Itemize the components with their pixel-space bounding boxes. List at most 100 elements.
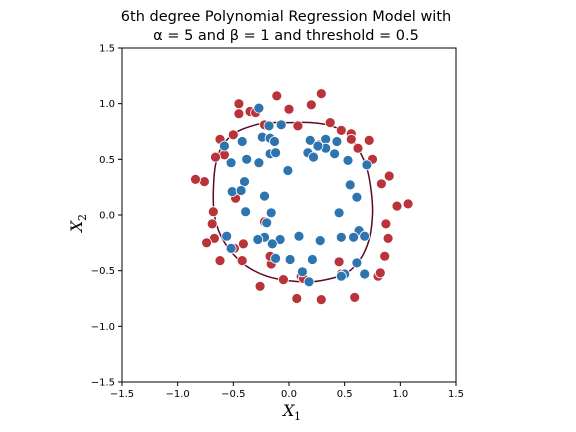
y-axis-label: X 2 <box>67 214 89 234</box>
data-point-class-0 <box>254 280 266 292</box>
data-point-class-1 <box>270 252 282 264</box>
data-point-class-1 <box>270 147 282 159</box>
data-point-class-0 <box>305 99 317 111</box>
data-point-class-0 <box>315 294 327 306</box>
data-point-class-0 <box>214 255 226 267</box>
data-point-class-0 <box>206 218 218 230</box>
data-point-class-0 <box>292 120 304 132</box>
data-point-class-0 <box>277 274 289 286</box>
data-point-class-0 <box>210 151 221 163</box>
data-point-class-1 <box>236 136 248 147</box>
data-point-class-1 <box>351 191 363 203</box>
data-points-layer <box>190 88 414 306</box>
data-point-class-0 <box>190 173 201 185</box>
x-tick-label: −1.5 <box>110 389 134 400</box>
data-point-class-0 <box>271 90 283 102</box>
data-point-class-1 <box>253 157 265 169</box>
data-point-class-1 <box>359 230 371 242</box>
data-point-class-1 <box>225 242 237 254</box>
data-point-class-1 <box>314 235 326 247</box>
data-point-class-1 <box>235 185 247 196</box>
data-point-class-1 <box>221 230 233 242</box>
data-point-class-1 <box>351 257 363 269</box>
data-point-class-1 <box>303 276 315 288</box>
data-point-class-1 <box>348 231 360 243</box>
data-point-class-1 <box>252 234 264 245</box>
data-point-class-0 <box>335 124 347 136</box>
y-tick-label: −1.5 <box>91 378 115 389</box>
data-point-class-1 <box>259 190 270 202</box>
data-point-class-1 <box>284 254 296 265</box>
svg-text:2: 2 <box>76 214 89 221</box>
data-point-class-1 <box>269 136 280 147</box>
data-point-class-1 <box>342 154 354 166</box>
svg-text:1: 1 <box>294 410 301 423</box>
data-point-class-1 <box>361 159 373 171</box>
data-point-class-0 <box>198 176 210 188</box>
data-point-class-0 <box>383 170 395 182</box>
data-point-class-1 <box>296 266 308 278</box>
data-point-class-1 <box>335 270 347 282</box>
data-point-class-0 <box>237 238 249 250</box>
chart-title-line-2: α = 5 and β = 1 and threshold = 0.5 <box>153 28 419 44</box>
data-point-class-0 <box>382 232 394 244</box>
data-point-class-0 <box>315 88 327 99</box>
y-tick-label: 1.0 <box>99 99 115 110</box>
data-point-class-0 <box>402 198 414 210</box>
svg-text:X: X <box>281 401 295 420</box>
data-point-class-1 <box>225 157 237 169</box>
x-tick-label: 1.5 <box>448 389 464 400</box>
data-point-class-1 <box>275 119 287 131</box>
data-point-class-0 <box>233 108 245 120</box>
x-axis-label: X 1 <box>281 401 301 423</box>
x-tick-label: −1.0 <box>166 389 190 400</box>
data-point-class-1 <box>304 134 316 146</box>
y-tick-label: 0.5 <box>99 155 115 166</box>
data-point-class-1 <box>263 120 275 132</box>
y-tick-label: 1.5 <box>99 44 115 55</box>
data-point-class-1 <box>240 206 252 218</box>
data-point-class-1 <box>335 231 347 243</box>
data-point-class-0 <box>324 117 336 128</box>
y-tick-label: 0.0 <box>99 211 115 222</box>
data-point-class-1 <box>241 153 253 165</box>
x-axis-ticks: −1.5 −1.0 −0.5 0.0 0.5 1.0 1.5 <box>110 382 464 400</box>
axes-frame <box>121 47 457 383</box>
svg-text:X: X <box>67 220 86 234</box>
data-point-class-1 <box>226 186 238 198</box>
data-point-class-0 <box>345 133 357 145</box>
data-point-class-0 <box>333 256 345 268</box>
data-point-class-1 <box>239 176 250 188</box>
data-point-class-0 <box>227 129 239 141</box>
data-point-class-0 <box>379 250 391 262</box>
data-point-class-1 <box>266 238 278 250</box>
data-point-class-1 <box>282 165 294 176</box>
x-tick-label: 1.0 <box>392 389 408 400</box>
data-point-class-0 <box>374 267 386 279</box>
data-point-class-0 <box>291 293 303 304</box>
data-point-class-0 <box>352 142 364 154</box>
y-tick-label: −0.5 <box>91 266 115 277</box>
data-point-class-1 <box>359 268 371 280</box>
data-point-class-1 <box>293 230 305 242</box>
data-point-class-0 <box>283 103 295 115</box>
data-point-class-0 <box>349 291 361 303</box>
data-point-class-1 <box>306 254 318 265</box>
y-axis-ticks: −1.5 −1.0 −0.5 0.0 0.5 1.0 1.5 <box>91 44 122 389</box>
chart-title-line-1: 6th degree Polynomial Regression Model w… <box>121 9 451 25</box>
data-point-class-1 <box>333 207 345 219</box>
data-point-class-0 <box>375 178 387 190</box>
data-point-class-1 <box>218 140 230 152</box>
data-point-class-0 <box>363 134 375 146</box>
data-point-class-0 <box>207 206 219 218</box>
x-tick-label: 0.0 <box>281 389 297 400</box>
data-point-class-1 <box>331 136 343 147</box>
data-point-class-0 <box>201 237 213 249</box>
x-tick-label: 0.5 <box>337 389 353 400</box>
data-point-class-1 <box>344 179 356 191</box>
data-point-class-1 <box>261 217 273 229</box>
data-point-class-1 <box>265 207 277 219</box>
y-tick-label: −1.0 <box>91 322 115 333</box>
data-point-class-0 <box>233 98 245 110</box>
x-tick-label: −0.5 <box>221 389 245 400</box>
